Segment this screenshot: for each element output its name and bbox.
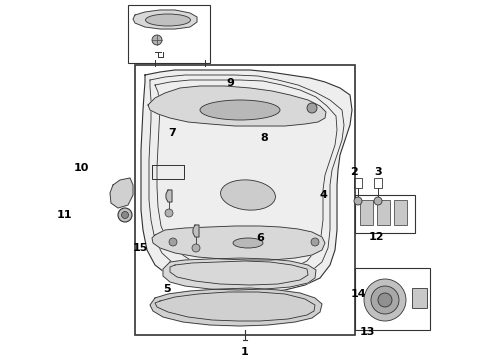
Circle shape (374, 197, 382, 205)
Bar (412, 288, 427, 308)
Bar (152, 165, 184, 179)
Polygon shape (110, 178, 133, 208)
Ellipse shape (364, 279, 406, 321)
Text: 7: 7 (168, 128, 176, 138)
Bar (128, 5, 210, 63)
Text: 3: 3 (374, 167, 382, 177)
Polygon shape (150, 288, 322, 326)
Text: 11: 11 (56, 210, 72, 220)
Text: 6: 6 (256, 233, 264, 243)
Circle shape (354, 197, 362, 205)
Polygon shape (163, 258, 316, 290)
Circle shape (192, 244, 200, 252)
Circle shape (152, 35, 162, 45)
Bar (355, 195, 415, 233)
Polygon shape (148, 86, 326, 126)
Circle shape (307, 103, 317, 113)
Polygon shape (141, 70, 352, 292)
Polygon shape (152, 226, 325, 260)
Bar (360, 200, 373, 225)
Ellipse shape (200, 100, 280, 120)
Text: 9: 9 (226, 78, 234, 88)
Text: 4: 4 (319, 190, 327, 200)
Bar (354, 178, 362, 188)
Ellipse shape (378, 293, 392, 307)
Ellipse shape (233, 238, 263, 248)
Bar (377, 200, 390, 225)
Polygon shape (166, 190, 172, 202)
Circle shape (118, 208, 132, 222)
Text: 12: 12 (368, 232, 384, 242)
Bar (374, 178, 382, 188)
Ellipse shape (371, 286, 399, 314)
Text: 15: 15 (132, 243, 147, 253)
Text: 13: 13 (359, 327, 375, 337)
Bar (394, 200, 407, 225)
Text: 8: 8 (260, 133, 268, 143)
Ellipse shape (146, 14, 191, 26)
Text: 14: 14 (350, 289, 366, 299)
Text: 10: 10 (74, 163, 89, 173)
Polygon shape (133, 10, 197, 29)
Bar (355, 268, 430, 330)
Text: 1: 1 (241, 347, 249, 357)
Bar (135, 65, 355, 335)
Text: 2: 2 (350, 167, 358, 177)
Circle shape (169, 238, 177, 246)
Text: 5: 5 (163, 284, 171, 294)
Polygon shape (193, 225, 199, 237)
Circle shape (122, 212, 128, 219)
Circle shape (165, 209, 173, 217)
Circle shape (311, 238, 319, 246)
Ellipse shape (220, 180, 275, 210)
